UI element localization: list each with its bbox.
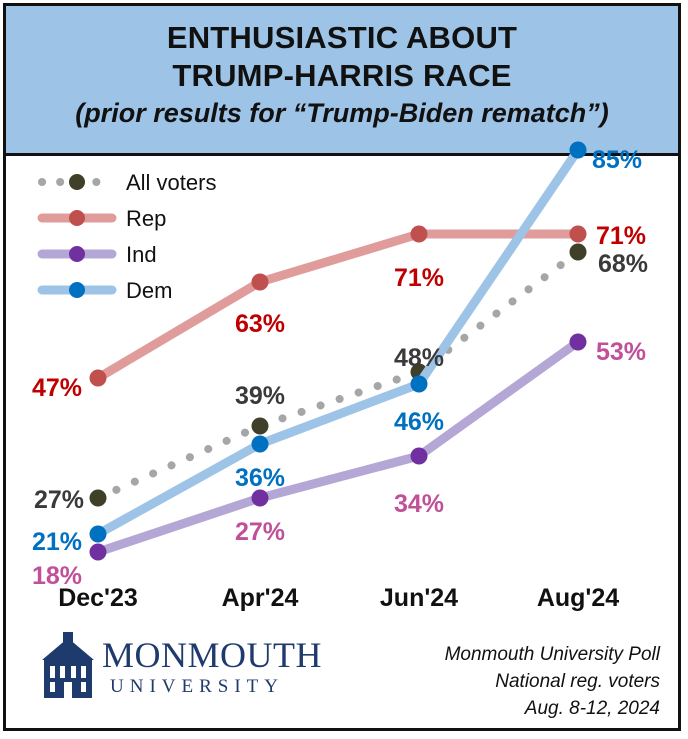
data-point-rep-4 [569,225,587,243]
x-tick-label-4: Aug'24 [537,584,619,612]
legend-label-all-voters: All voters [126,170,216,195]
legend-label-ind: Ind [126,242,157,267]
source-line-2: National reg. voters [495,671,660,692]
chart-title-line-2: TRUMP-HARRIS RACE [172,58,512,93]
data-point-rep-2 [251,273,269,291]
chart-subtitle: (prior results for “Trump-Biden rematch”… [75,98,609,128]
legend-marker-all-voters [69,174,85,190]
data-label-rep-2: 63% [235,310,285,338]
data-point-ind-4 [569,333,587,351]
data-label-ind-1: 18% [32,562,82,590]
legend-marker-rep [69,210,85,226]
series-line-all-voters [94,248,582,502]
x-tick-label-1: Dec'23 [58,584,138,612]
series-line-rep [93,229,583,383]
source-note: Monmouth University Poll National reg. v… [445,641,660,722]
source-line-1: Monmouth University Poll [444,644,660,665]
data-point-all-voters-2 [251,417,269,435]
chart-frame: ENTHUSIASTIC ABOUT TRUMP-HARRIS RACE (pr… [3,3,681,731]
data-label-all-voters-4: 68% [598,250,648,278]
series-line-ind [93,337,583,557]
data-point-rep-1 [89,369,107,387]
data-label-all-voters-1: 27% [34,486,84,514]
title-banner: ENTHUSIASTIC ABOUT TRUMP-HARRIS RACE (pr… [6,6,678,156]
x-tick-label-3: Jun'24 [380,584,458,612]
x-tick-label-2: Apr'24 [222,584,299,612]
data-point-ind-1 [89,543,107,561]
source-line-3: Aug. 8-12, 2024 [524,698,660,719]
logo-subtitle-text: UNIVERSITY [110,676,284,697]
data-label-dem-1: 21% [32,528,82,556]
data-label-all-voters-3: 48% [394,344,444,372]
data-label-ind-3: 34% [394,490,444,518]
data-label-rep-3: 71% [394,264,444,292]
data-point-ind-3 [410,447,428,465]
data-point-dem-3 [410,375,428,393]
logo-name-text: MONMOUTH [102,635,322,675]
legend-marker-ind [69,246,85,262]
legend-label-rep: Rep [126,206,166,231]
data-point-all-voters-1 [89,489,107,507]
data-label-rep-4: 71% [596,222,646,250]
data-label-ind-4: 53% [596,338,646,366]
data-point-rep-3 [410,225,428,243]
data-point-dem-2 [251,435,269,453]
data-label-ind-2: 27% [235,518,285,546]
data-point-dem-1 [89,525,107,543]
data-point-ind-2 [251,489,269,507]
legend-label-dem: Dem [126,278,172,303]
chart-title-line-1: ENTHUSIASTIC ABOUT [166,20,518,55]
data-label-dem-4: 85% [592,146,642,174]
data-label-dem-3: 46% [394,408,444,436]
data-label-all-voters-2: 39% [235,382,285,410]
data-point-all-voters-4 [569,243,587,261]
series-line-dem [93,145,583,539]
data-label-dem-2: 36% [235,464,285,492]
data-label-rep-1: 47% [32,374,82,402]
university-building-icon [42,632,94,698]
legend-marker-dem [69,282,85,298]
monmouth-logo: MONMOUTH UNIVERSITY [40,630,330,710]
data-point-dem-4 [569,141,587,159]
